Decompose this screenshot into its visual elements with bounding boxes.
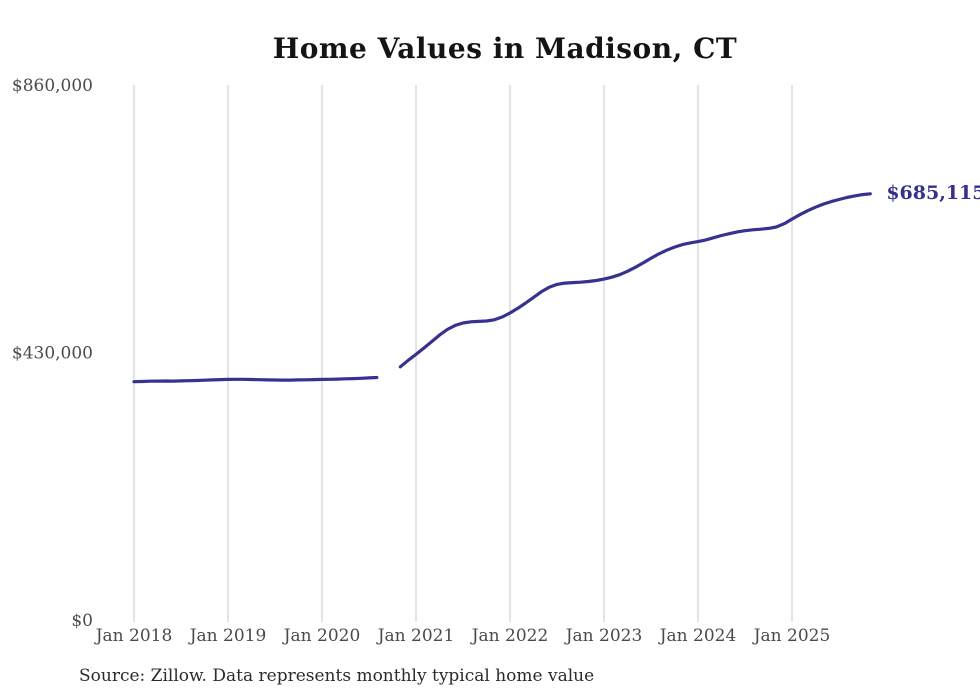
y-axis-tick-label: $0 [71, 611, 93, 631]
y-axis-tick-label: $430,000 [12, 344, 93, 364]
x-axis-tick-label: Jan 2019 [188, 626, 267, 646]
chart-title: Home Values in Madison, CT [272, 32, 738, 65]
x-axis-tick-label: Jan 2024 [658, 626, 737, 646]
x-axis-tick-label: Jan 2021 [376, 626, 455, 646]
x-axis-tick-label: Jan 2022 [470, 626, 549, 646]
y-axis-tick-label: $860,000 [12, 76, 93, 96]
x-axis-tick-label: Jan 2025 [752, 626, 831, 646]
latest-value-label: $685,115 [886, 182, 980, 204]
x-axis-tick-label: Jan 2018 [94, 626, 173, 646]
x-axis-tick-label: Jan 2020 [282, 626, 361, 646]
x-axis-tick-label: Jan 2023 [564, 626, 643, 646]
home-value-line [132, 192, 872, 384]
source-note: Source: Zillow. Data represents monthly … [79, 666, 595, 686]
